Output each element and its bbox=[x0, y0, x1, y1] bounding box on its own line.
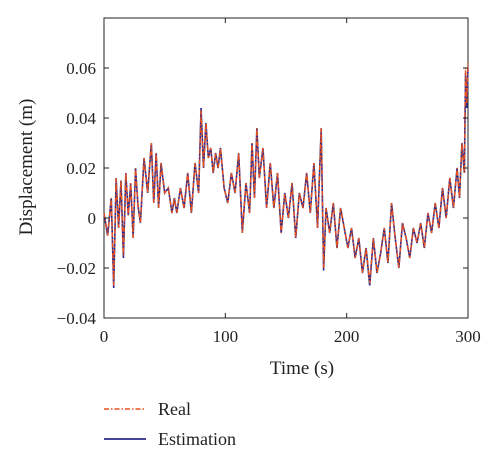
y-tick-label: 0.06 bbox=[66, 59, 96, 78]
legend: Real Estimation bbox=[104, 399, 236, 449]
plot-frame bbox=[103, 17, 469, 319]
y-tick-label: 0.04 bbox=[66, 109, 96, 128]
series-line-estimation bbox=[103, 67, 469, 289]
plot-area bbox=[103, 17, 469, 319]
x-axis-ticks: 0 100 200 300 bbox=[100, 18, 481, 346]
y-tick-label: 0 bbox=[88, 209, 97, 228]
y-tick-label: −0.04 bbox=[57, 309, 97, 328]
x-axis-label: Time (s) bbox=[270, 358, 334, 379]
y-tick-label: −0.02 bbox=[57, 259, 96, 278]
x-tick-label: 200 bbox=[334, 327, 360, 346]
legend-estimation-label: Estimation bbox=[158, 429, 236, 449]
legend-real-label: Real bbox=[158, 399, 191, 419]
x-tick-label: 300 bbox=[455, 327, 481, 346]
series-line-real bbox=[103, 62, 469, 286]
y-axis-label: Displacement (m) bbox=[16, 99, 37, 236]
x-tick-label: 100 bbox=[213, 327, 239, 346]
x-tick-label: 0 bbox=[100, 327, 109, 346]
y-axis-ticks: −0.04 −0.02 0 0.02 0.04 0.06 bbox=[57, 59, 468, 328]
y-tick-label: 0.02 bbox=[66, 159, 96, 178]
series-layer bbox=[103, 62, 469, 289]
